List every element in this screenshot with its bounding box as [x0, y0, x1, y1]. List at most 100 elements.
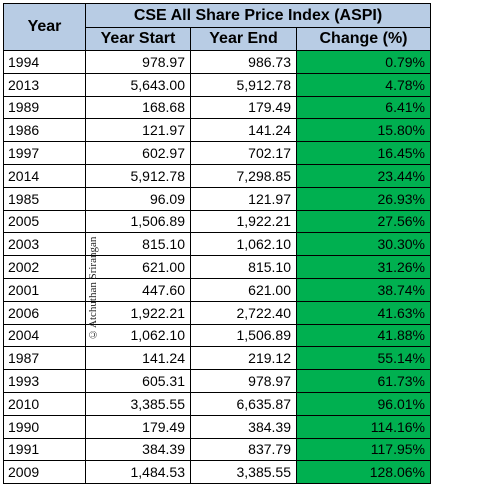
change-cell[interactable]: 31.26%	[296, 255, 431, 279]
year-cell[interactable]: 2010	[3, 391, 86, 416]
year-end-cell[interactable]: 621.00	[190, 277, 297, 302]
year-end-cell[interactable]: 1,062.10	[190, 232, 297, 257]
year-start-cell[interactable]: 141.24	[85, 346, 191, 371]
year-start-cell[interactable]: 121.97	[85, 118, 191, 143]
table-row: 2001 447.60 621.00 38.74%	[3, 277, 431, 302]
year-cell[interactable]: 1989	[3, 95, 86, 120]
change-cell[interactable]: 117.95%	[296, 437, 431, 462]
year-end-cell[interactable]: 7,298.85	[190, 163, 297, 188]
watermark-text: ©Atchuthan Srirangan	[87, 236, 99, 340]
table-row: 1987 141.24 219.12 55.14%	[3, 346, 431, 371]
year-start-cell[interactable]: 447.60	[85, 277, 191, 302]
change-cell[interactable]: 4.78%	[296, 72, 431, 97]
year-end-cell[interactable]: 2,722.40	[190, 300, 297, 325]
change-cell[interactable]: 96.01%	[296, 391, 431, 416]
year-start-cell[interactable]: 1,506.89	[85, 209, 191, 234]
year-cell[interactable]: 1994	[3, 50, 86, 74]
change-cell[interactable]: 0.79%	[296, 50, 431, 74]
year-start-cell[interactable]: 815.10	[85, 232, 191, 257]
year-end-cell[interactable]: 3,385.55	[190, 460, 297, 485]
year-start-cell[interactable]: 602.97	[85, 141, 191, 165]
aspi-table: Year CSE All Share Price Index (ASPI) Ye…	[3, 3, 431, 485]
change-cell[interactable]: 114.16%	[296, 414, 431, 439]
year-cell[interactable]: 1985	[3, 186, 86, 211]
year-start-cell[interactable]: 1,484.53	[85, 460, 191, 485]
change-cell[interactable]: 23.44%	[296, 163, 431, 188]
table-body: 1994 978.97 986.73 0.79% 2013 5,643.00 5,912.7…	[3, 50, 431, 485]
year-start-cell[interactable]: 96.09	[85, 186, 191, 211]
year-end-cell[interactable]: 384.39	[190, 414, 297, 439]
year-end-cell[interactable]: 702.17	[190, 141, 297, 165]
year-cell[interactable]: 1993	[3, 369, 86, 393]
table-row: 2014 5,912.78 7,298.85 23.44%	[3, 163, 431, 188]
year-start-cell[interactable]: 605.31	[85, 369, 191, 393]
table-row: 1989 168.68 179.49 6.41%	[3, 95, 431, 120]
year-start-cell[interactable]: 384.39	[85, 437, 191, 462]
year-start-cell[interactable]: 978.97	[85, 50, 191, 74]
year-cell[interactable]: 2013	[3, 72, 86, 97]
year-end-cell[interactable]: 1,506.89	[190, 323, 297, 348]
year-cell[interactable]: 2014	[3, 163, 86, 188]
year-cell[interactable]: 2004	[3, 323, 86, 348]
table-row: 2013 5,643.00 5,912.78 4.78%	[3, 72, 431, 97]
year-cell[interactable]: 2002	[3, 255, 86, 279]
table-header: Year CSE All Share Price Index (ASPI) Ye…	[3, 3, 431, 51]
table-row: 2006 1,922.21 2,722.40 41.63%	[3, 300, 431, 325]
year-end-cell[interactable]: 978.97	[190, 369, 297, 393]
change-cell[interactable]: 27.56%	[296, 209, 431, 234]
table-title: CSE All Share Price Index (ASPI)	[85, 3, 431, 28]
year-end-cell[interactable]: 837.79	[190, 437, 297, 462]
change-cell[interactable]: 30.30%	[296, 232, 431, 257]
year-end-cell[interactable]: 6,635.87	[190, 391, 297, 416]
year-start-cell[interactable]: 621.00	[85, 255, 191, 279]
year-end-cell[interactable]: 1,922.21	[190, 209, 297, 234]
year-cell[interactable]: 1990	[3, 414, 86, 439]
year-start-cell[interactable]: 179.49	[85, 414, 191, 439]
year-end-cell[interactable]: 5,912.78	[190, 72, 297, 97]
year-cell[interactable]: 2001	[3, 277, 86, 302]
year-cell[interactable]: 2006	[3, 300, 86, 325]
table-row: 2005 1,506.89 1,922.21 27.56%	[3, 209, 431, 234]
year-header: Year	[3, 3, 86, 51]
change-cell[interactable]: 15.80%	[296, 118, 431, 143]
year-start-cell[interactable]: 5,912.78	[85, 163, 191, 188]
year-end-cell[interactable]: 179.49	[190, 95, 297, 120]
table-row: 1986 121.97 141.24 15.80%	[3, 118, 431, 143]
year-start-cell[interactable]: 1,922.21	[85, 300, 191, 325]
year-cell[interactable]: 1991	[3, 437, 86, 462]
year-start-cell[interactable]: 1,062.10	[85, 323, 191, 348]
table-row: 1991 384.39 837.79 117.95%	[3, 437, 431, 462]
change-cell[interactable]: 26.93%	[296, 186, 431, 211]
table-row: 1994 978.97 986.73 0.79%	[3, 50, 431, 74]
table-row: 2002 621.00 815.10 31.26%	[3, 255, 431, 279]
change-cell[interactable]: 61.73%	[296, 369, 431, 393]
year-end-cell[interactable]: 986.73	[190, 50, 297, 74]
year-start-header: Year Start	[85, 27, 191, 51]
year-cell[interactable]: 1986	[3, 118, 86, 143]
header-row-columns: Year Start Year End Change (%)	[4, 27, 431, 51]
year-cell[interactable]: 2003	[3, 232, 86, 257]
year-start-cell[interactable]: 168.68	[85, 95, 191, 120]
change-cell[interactable]: 38.74%	[296, 277, 431, 302]
year-start-cell[interactable]: 5,643.00	[85, 72, 191, 97]
change-cell[interactable]: 16.45%	[296, 141, 431, 165]
year-start-cell[interactable]: 3,385.55	[85, 391, 191, 416]
year-end-cell[interactable]: 121.97	[190, 186, 297, 211]
table-row: 2003 815.10 1,062.10 30.30%	[3, 232, 431, 257]
year-end-cell[interactable]: 219.12	[190, 346, 297, 371]
change-cell[interactable]: 6.41%	[296, 95, 431, 120]
year-cell[interactable]: 1997	[3, 141, 86, 165]
year-end-cell[interactable]: 141.24	[190, 118, 297, 143]
year-cell[interactable]: 2009	[3, 460, 86, 485]
table-row: 1997 602.97 702.17 16.45%	[3, 141, 431, 165]
year-cell[interactable]: 1987	[3, 346, 86, 371]
table-row: 1985 96.09 121.97 26.93%	[3, 186, 431, 211]
year-end-cell[interactable]: 815.10	[190, 255, 297, 279]
change-cell[interactable]: 55.14%	[296, 346, 431, 371]
table-row: 1990 179.49 384.39 114.16%	[3, 414, 431, 439]
year-cell[interactable]: 2005	[3, 209, 86, 234]
change-header: Change (%)	[296, 27, 431, 51]
change-cell[interactable]: 41.63%	[296, 300, 431, 325]
change-cell[interactable]: 128.06%	[296, 460, 431, 485]
change-cell[interactable]: 41.88%	[296, 323, 431, 348]
